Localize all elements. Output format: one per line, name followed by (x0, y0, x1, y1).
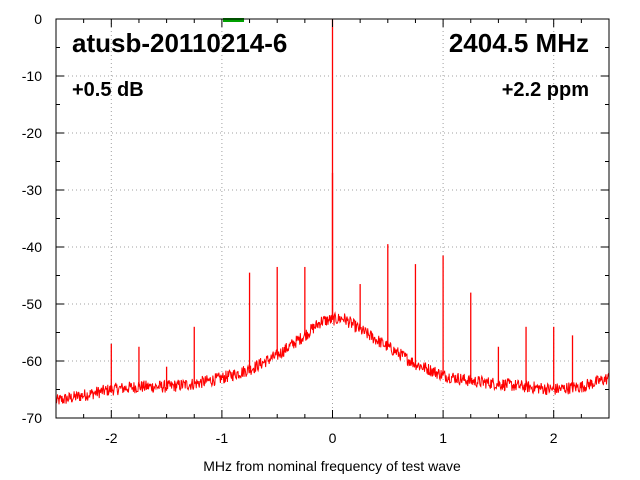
y-tick-label: -50 (22, 296, 42, 312)
x-axis-label: MHz from nominal frequency of test wave (203, 458, 461, 474)
y-tick-label: -70 (22, 410, 42, 426)
chart-title-left: atusb-20110214-6 (72, 28, 287, 58)
level-annotation: +0.5 dB (72, 79, 144, 101)
y-tick-label: -60 (22, 353, 42, 369)
x-tick-label: -2 (105, 430, 118, 446)
x-tick-label: 1 (439, 430, 447, 446)
spectrum-trace (55, 19, 610, 405)
y-tick-label: 0 (34, 11, 42, 27)
x-tick-label: 2 (550, 430, 558, 446)
y-tick-label: -10 (22, 68, 42, 84)
chart-title-right: 2404.5 MHz (449, 28, 589, 58)
y-tick-label: -30 (22, 182, 42, 198)
offset-annotation: +2.2 ppm (502, 79, 589, 101)
y-tick-label: -20 (22, 125, 42, 141)
y-tick-label: -40 (22, 239, 42, 255)
x-tick-label: -1 (216, 430, 229, 446)
axis-ticks: -2 -1 0 1 20-10-20-30-40-50-60-70 (22, 11, 610, 446)
x-tick-label: 0 (329, 430, 337, 446)
